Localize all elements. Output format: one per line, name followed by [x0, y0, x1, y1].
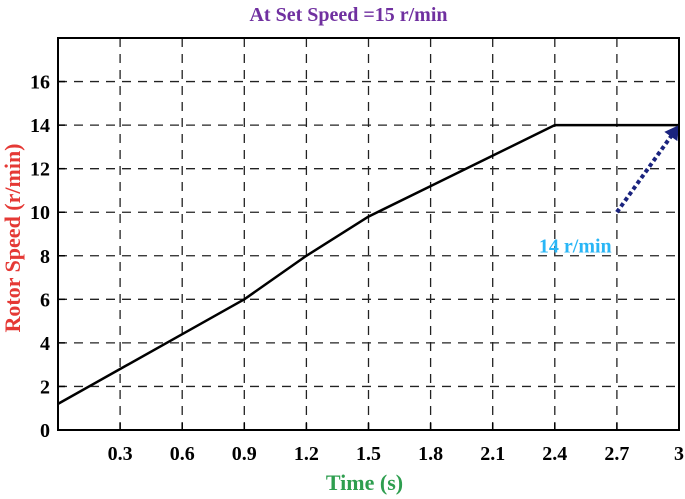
x-tick-label: 0.9	[232, 443, 257, 465]
y-tick-label: 16	[30, 72, 50, 94]
x-axis-ticks: 0.3 0.6 0.9 1.2 1.5 1.8 2.1 2.4 2.7 3	[108, 423, 684, 465]
x-tick-label: 1.5	[356, 443, 381, 465]
annotation-arrowhead	[664, 125, 679, 142]
annotation-label: 14 r/min	[539, 236, 612, 258]
x-tick-label: 2.1	[480, 443, 505, 465]
annotation-arrow-line	[615, 130, 676, 214]
y-tick-label: 0	[40, 420, 50, 442]
y-tick-label: 6	[40, 289, 50, 311]
plot-frame	[57, 37, 680, 431]
grid-lines	[58, 38, 679, 430]
x-tick-label: 2.4	[542, 443, 567, 465]
series-lines	[57, 123, 679, 405]
x-tick-label: 1.8	[418, 443, 443, 465]
chart-title: At Set Speed =15 r/min	[249, 4, 447, 26]
y-tick-label: 14	[30, 115, 50, 137]
y-axis-title: Rotor Speed (r/min)	[0, 143, 25, 332]
x-tick-label: 3	[674, 443, 684, 465]
x-tick-label: 0.6	[170, 443, 195, 465]
y-tick-label: 10	[30, 202, 50, 224]
x-tick-label: 0.3	[108, 443, 133, 465]
y-tick-label: 4	[40, 333, 50, 355]
y-tick-label: 8	[40, 246, 50, 268]
x-tick-label: 2.7	[604, 443, 629, 465]
y-tick-label: 2	[40, 376, 50, 398]
y-axis-ticks: 0 2 4 6 8 10 12 14 16	[30, 72, 65, 442]
x-axis-title: Time (s)	[326, 470, 403, 495]
annotation-group: 14 r/min	[539, 125, 679, 258]
x-tick-label: 1.2	[294, 443, 319, 465]
y-tick-label: 12	[30, 159, 50, 181]
series-line	[57, 123, 679, 405]
